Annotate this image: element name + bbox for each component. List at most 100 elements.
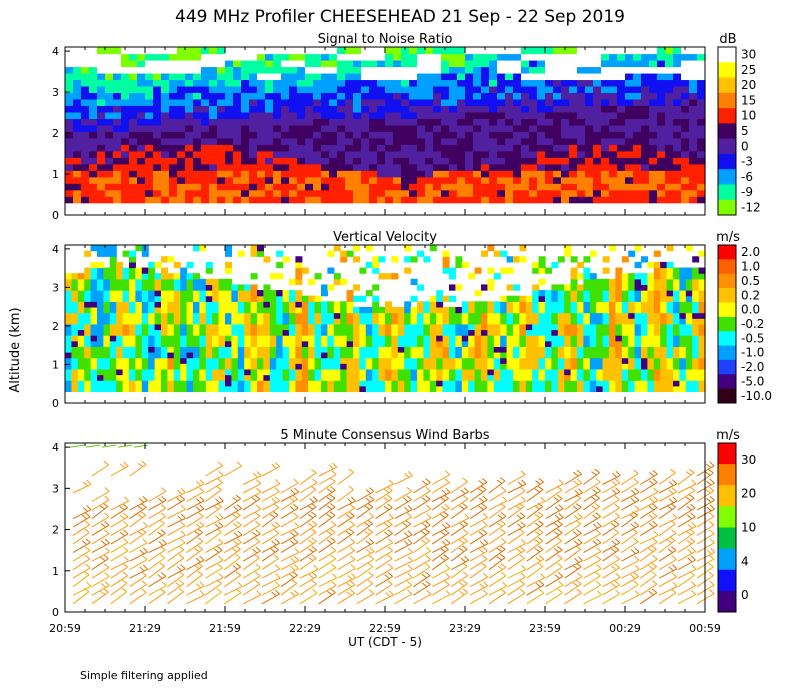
snr-cell: [553, 59, 562, 68]
vv-cell: [295, 363, 303, 370]
vv-cell: [378, 363, 386, 370]
vv-cell: [410, 357, 418, 364]
snr-cell: [313, 79, 322, 87]
snr-cell: [169, 183, 178, 191]
wind-barb: [677, 581, 696, 596]
snr-cell: [697, 124, 706, 132]
vv-cell: [225, 295, 232, 302]
vv-cell: [634, 352, 642, 359]
snr-cell: [369, 124, 378, 132]
snr-cell: [145, 144, 154, 152]
vv-cell: [391, 323, 399, 331]
vv-cell: [513, 374, 520, 381]
vv-cell: [122, 335, 130, 342]
snr-cell: [161, 124, 170, 132]
snr-cell: [217, 144, 226, 152]
vv-cell: [71, 290, 79, 297]
vv-cell: [634, 346, 642, 353]
vv-cell: [129, 295, 136, 302]
vv-cell: [161, 306, 168, 314]
snr-cell: [681, 85, 690, 94]
snr-cell: [145, 196, 154, 204]
wind-barb: [432, 511, 449, 528]
vv-cell: [333, 352, 341, 359]
vv-cell: [481, 363, 488, 370]
vv-cell: [71, 380, 79, 387]
snr-cell: [529, 72, 538, 81]
snr-cell: [673, 92, 682, 100]
vv-cell: [634, 284, 642, 291]
snr-cell: [377, 47, 386, 55]
vv-cell: [359, 385, 367, 393]
vv-cell: [97, 306, 104, 314]
vv-cell: [84, 352, 92, 359]
vv-cell: [455, 329, 463, 336]
snr-cell: [265, 189, 274, 197]
vv-cell: [468, 357, 476, 364]
vv-cell: [417, 301, 424, 308]
snr-cell: [153, 79, 162, 87]
vv-cell: [212, 385, 220, 393]
snr-cell: [401, 85, 410, 94]
vv-cell: [481, 318, 488, 325]
wind-barb: [148, 496, 167, 511]
snr-cell: [409, 170, 418, 178]
snr-cell: [185, 131, 194, 139]
snr-cell: [369, 111, 378, 119]
vv-cell: [84, 267, 92, 274]
vv-cell: [269, 295, 277, 302]
snr-cell: [233, 176, 242, 184]
snr-cell: [97, 47, 106, 55]
snr-cell: [393, 137, 402, 145]
vv-cell: [141, 278, 149, 286]
snr-cell: [673, 131, 682, 139]
vv-cell: [685, 380, 693, 387]
vv-cell: [487, 312, 495, 319]
colorbar-swatch: [718, 108, 736, 124]
vv-cell: [180, 385, 188, 393]
snr-cell: [121, 196, 130, 204]
vv-cell: [570, 368, 578, 376]
vv-cell: [205, 352, 213, 359]
vv-cell: [148, 312, 156, 319]
snr-cell: [329, 59, 338, 68]
snr-cell: [497, 72, 506, 81]
vv-cell: [410, 374, 418, 381]
vv-cell: [564, 368, 572, 376]
snr-cell: [177, 53, 186, 61]
vv-cell: [295, 256, 303, 263]
snr-cell: [289, 66, 298, 74]
vv-cell: [231, 290, 239, 297]
vv-cell: [461, 329, 469, 336]
vv-cell: [308, 357, 316, 364]
snr-cell: [489, 163, 498, 171]
wind-barb: [658, 536, 676, 553]
vv-cell: [557, 318, 565, 325]
snr-cell: [153, 131, 162, 139]
snr-cell: [681, 176, 690, 184]
snr-cell: [321, 150, 330, 158]
wind-barb: [658, 546, 677, 562]
vv-cell: [436, 290, 444, 297]
snr-cell: [601, 137, 610, 145]
snr-cell: [145, 150, 154, 158]
vv-cell: [461, 312, 469, 319]
snr-cell: [65, 137, 74, 145]
vv-cell: [321, 363, 328, 370]
snr-cell: [449, 163, 458, 171]
vv-cell: [77, 312, 85, 319]
vv-cell: [666, 357, 674, 364]
vv-cell: [532, 284, 540, 291]
vv-cell: [180, 312, 188, 319]
wind-barb: [280, 495, 299, 511]
vv-cell: [365, 323, 373, 331]
vv-cell: [308, 335, 316, 342]
vv-cell: [647, 352, 655, 359]
snr-cell: [409, 85, 418, 94]
vv-cell: [474, 301, 482, 308]
snr-cell: [401, 176, 410, 184]
snr-cell: [513, 92, 522, 100]
snr-cell: [465, 79, 474, 87]
snr-cell: [377, 79, 386, 87]
vv-cell: [634, 368, 642, 376]
